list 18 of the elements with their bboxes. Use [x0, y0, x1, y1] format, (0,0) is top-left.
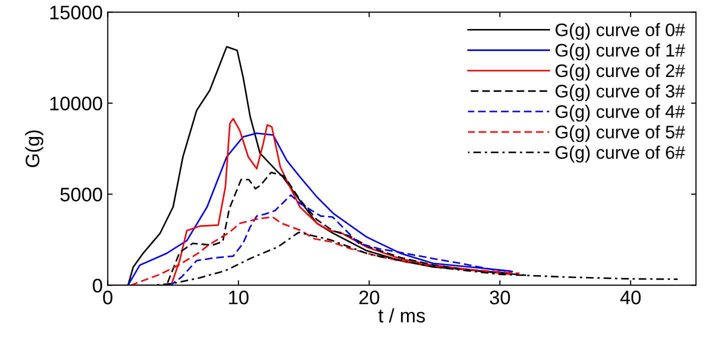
y-tick-label: 5000	[60, 188, 102, 202]
legend-label: G(g) curve of 5#	[556, 125, 686, 142]
x-tick-label: 10	[229, 290, 249, 304]
legend-label: G(g) curve of 2#	[556, 64, 686, 81]
legend-label: G(g) curve of 6#	[556, 146, 686, 162]
legend-label: G(g) curve of 0#	[556, 22, 686, 40]
x-tick-label: 40	[620, 290, 641, 304]
y-tick-label: 10000	[50, 96, 102, 110]
x-axis-title: t / ms	[378, 308, 425, 323]
x-tick-label: 0	[103, 290, 112, 304]
y-tick-label: 0	[92, 278, 102, 292]
legend-label: G(g) curve of 1#	[556, 43, 686, 60]
legend-label: G(g) curve of 4#	[556, 104, 686, 122]
y-tick-label: 15000	[50, 6, 102, 20]
x-tick-label: 30	[490, 290, 510, 304]
x-tick-label: 20	[359, 290, 380, 304]
legend-label: G(g) curve of 3#	[556, 84, 686, 102]
y-axis-title: G(g)	[25, 130, 44, 168]
